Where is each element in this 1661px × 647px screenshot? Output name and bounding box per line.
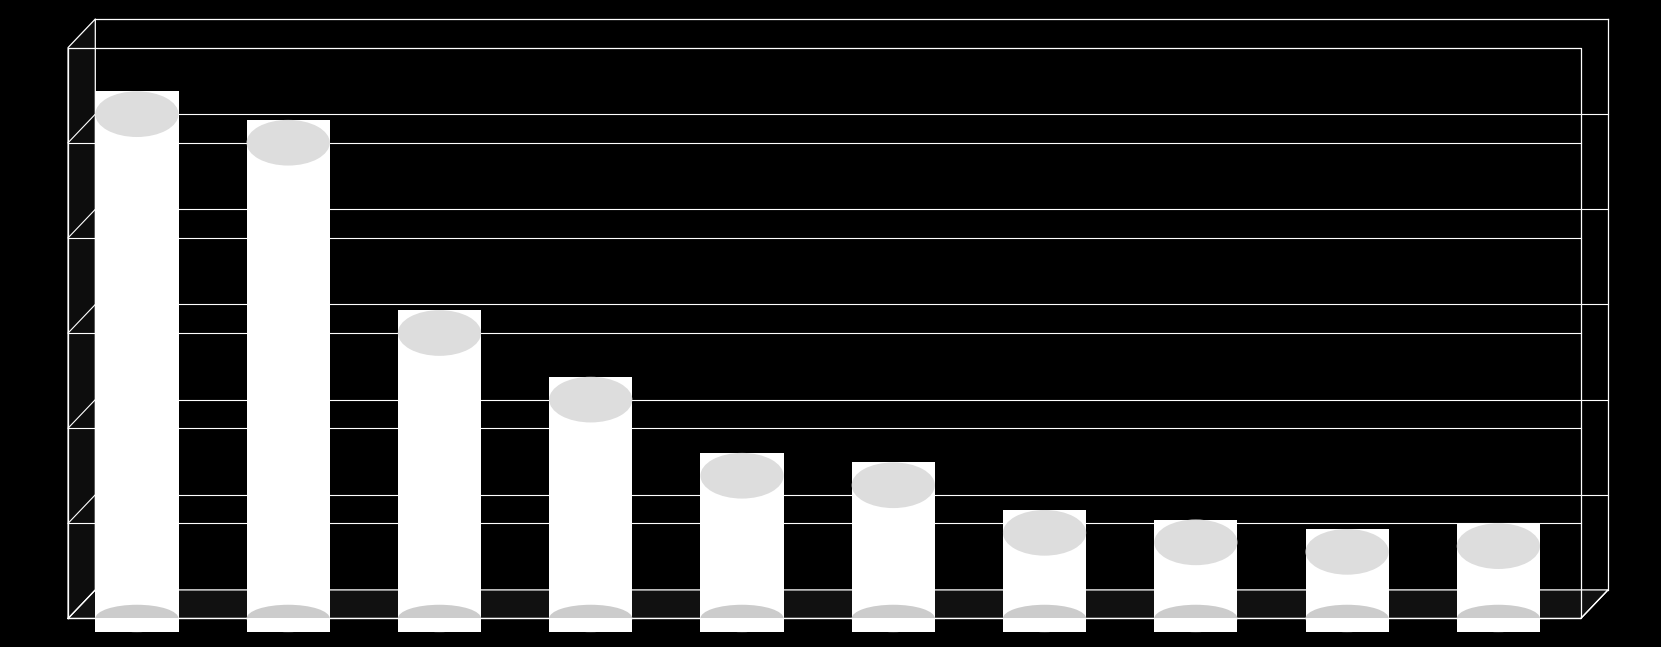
Ellipse shape bbox=[1306, 529, 1389, 575]
Bar bbox=[1154, 542, 1237, 619]
Bar bbox=[550, 377, 633, 400]
Bar bbox=[852, 463, 935, 485]
Bar bbox=[852, 485, 935, 619]
Ellipse shape bbox=[1457, 605, 1540, 632]
Ellipse shape bbox=[701, 453, 784, 499]
Bar bbox=[701, 453, 784, 476]
Bar bbox=[1306, 619, 1389, 632]
Bar bbox=[1457, 546, 1540, 619]
Bar bbox=[701, 619, 784, 632]
Bar bbox=[550, 619, 633, 632]
Ellipse shape bbox=[1154, 520, 1237, 565]
Bar bbox=[246, 120, 331, 143]
Polygon shape bbox=[68, 19, 95, 619]
Bar bbox=[1457, 523, 1540, 546]
Bar bbox=[246, 143, 331, 619]
Ellipse shape bbox=[852, 463, 935, 508]
Ellipse shape bbox=[1003, 510, 1086, 556]
Bar bbox=[1154, 520, 1237, 542]
Bar bbox=[95, 114, 178, 619]
Ellipse shape bbox=[852, 605, 935, 632]
Ellipse shape bbox=[550, 605, 633, 632]
Ellipse shape bbox=[246, 605, 331, 632]
Bar bbox=[1306, 529, 1389, 552]
Bar bbox=[1154, 619, 1237, 632]
Bar bbox=[246, 619, 331, 632]
Ellipse shape bbox=[550, 377, 633, 422]
Ellipse shape bbox=[399, 310, 482, 356]
Bar bbox=[399, 619, 482, 632]
Ellipse shape bbox=[399, 605, 482, 632]
Bar bbox=[95, 619, 178, 632]
Bar bbox=[1003, 533, 1086, 619]
Bar bbox=[399, 310, 482, 333]
Bar bbox=[1306, 552, 1389, 619]
Bar bbox=[1003, 510, 1086, 533]
Bar bbox=[399, 333, 482, 619]
Ellipse shape bbox=[1306, 605, 1389, 632]
Ellipse shape bbox=[701, 605, 784, 632]
Bar bbox=[550, 400, 633, 619]
Ellipse shape bbox=[1154, 605, 1237, 632]
Bar bbox=[701, 476, 784, 619]
Bar bbox=[852, 619, 935, 632]
Ellipse shape bbox=[246, 120, 331, 166]
Ellipse shape bbox=[95, 91, 178, 137]
Ellipse shape bbox=[1457, 523, 1540, 569]
Ellipse shape bbox=[95, 605, 178, 632]
Bar bbox=[95, 91, 178, 114]
Bar bbox=[1003, 619, 1086, 632]
Bar bbox=[1457, 619, 1540, 632]
Polygon shape bbox=[68, 590, 1608, 619]
Ellipse shape bbox=[1003, 605, 1086, 632]
